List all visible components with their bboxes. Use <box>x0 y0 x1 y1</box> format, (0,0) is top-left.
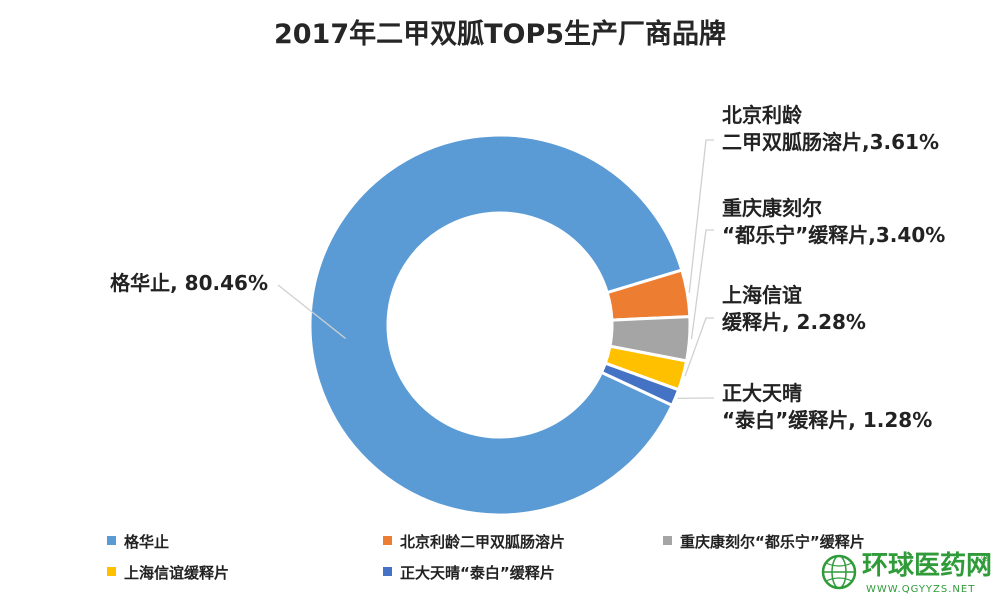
legend-swatch-5 <box>383 567 392 576</box>
chart-title: 2017年二甲双胍TOP5生产厂商品牌 <box>274 18 726 50</box>
watermark: 环球医药网 ® WWW.QGYYZS.NET <box>821 551 992 595</box>
legend-label-2: 北京利龄二甲双胍肠溶片 <box>400 533 565 551</box>
leader-lines <box>277 139 714 400</box>
legend-swatch-3 <box>663 536 672 545</box>
data-labels: 格华止, 80.46% 北京利龄二甲双胍肠溶片,3.61% 重庆康刻尔 “都乐宁”缓释… <box>110 103 945 432</box>
data-label-2-line-1: 北京利龄 <box>722 103 803 127</box>
legend-label-1: 格华止 <box>124 533 169 551</box>
legend-swatch-1 <box>107 536 116 545</box>
legend-swatch-4 <box>107 567 116 576</box>
data-label-2-line-2: 二甲双胍肠溶片,3.61% <box>722 130 939 154</box>
donut-slices <box>308 133 692 517</box>
watermark-text: 环球医药网 <box>862 551 992 581</box>
leader-line-3 <box>690 229 714 340</box>
data-label-1-line-1: 格华止, 80.46% <box>110 271 268 295</box>
watermark-url: WWW.QGYYZS.NET <box>866 584 975 595</box>
globe-logo-icon <box>821 554 857 590</box>
donut-slice-1 <box>308 133 684 517</box>
legend-label-3: 重庆康刻尔“都乐宁”缓释片 <box>680 533 865 551</box>
data-label-3-line-1: 重庆康刻尔 <box>722 196 822 220</box>
donut-slice-5 <box>599 361 681 408</box>
data-label-5-line-2: “泰白”缓释片, 1.28% <box>722 408 932 432</box>
leader-line-2 <box>688 139 714 293</box>
watermark-registered: ® <box>980 551 991 564</box>
legend-swatch-2 <box>383 536 392 545</box>
data-label-5-line-1: 正大天晴 <box>722 381 802 405</box>
legend-label-5: 正大天晴“泰白”缓释片 <box>400 564 555 582</box>
legend-label-4: 上海信谊缓释片 <box>124 564 229 582</box>
leader-line-4 <box>684 317 714 377</box>
data-label-4-line-2: 缓释片, 2.28% <box>722 310 866 334</box>
leader-line-1 <box>277 284 346 340</box>
data-label-4-line-1: 上海信谊 <box>722 283 802 307</box>
data-label-3-line-2: “都乐宁”缓释片,3.40% <box>722 223 945 247</box>
